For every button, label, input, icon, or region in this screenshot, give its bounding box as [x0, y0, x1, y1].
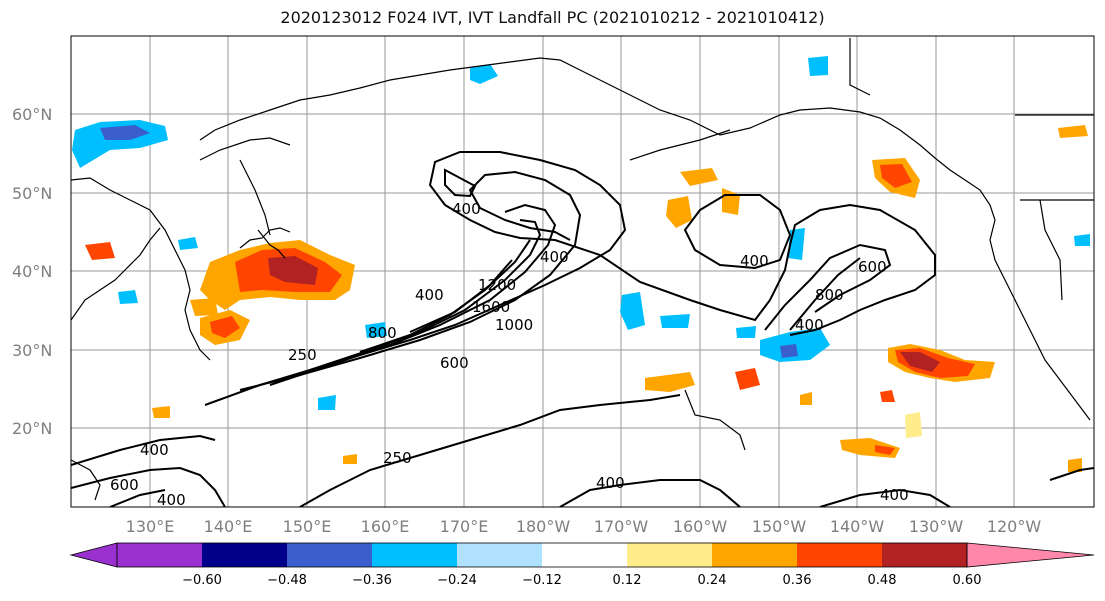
colorbar-bin — [117, 543, 202, 567]
contour-label: 1000 — [495, 316, 533, 334]
colorbar: −0.60 −0.48 −0.36 −0.24 −0.12 0.12 0.24 … — [69, 542, 1095, 588]
contour-label: 400 — [740, 252, 769, 270]
lon-label: 140°W — [830, 517, 885, 536]
ivt-pc-fill — [72, 56, 1090, 472]
coastlines — [71, 38, 1094, 501]
longitude-labels: 130°E 140°E 150°E 160°E 170°E 180°W 170°… — [126, 517, 1042, 536]
lon-label: 150°W — [752, 517, 807, 536]
contour-label: 600 — [110, 476, 139, 494]
lon-label: 160°E — [361, 517, 410, 536]
contour-label: 400 — [415, 286, 444, 304]
colorbar-tick-label: 0.24 — [698, 573, 727, 588]
lat-label: 40°N — [12, 262, 52, 281]
lon-label: 160°W — [673, 517, 728, 536]
lat-label: 60°N — [12, 105, 52, 124]
contour-label: 250 — [383, 449, 412, 467]
colorbar-bin — [882, 543, 967, 567]
lon-label: 140°E — [204, 517, 253, 536]
colorbar-ticks: −0.60 −0.48 −0.36 −0.24 −0.12 0.12 0.24 … — [182, 573, 981, 588]
colorbar-extend-min — [69, 542, 118, 568]
colorbar-bin — [627, 543, 712, 567]
colorbar-tick-label: 0.12 — [613, 573, 642, 588]
lon-label: 150°E — [283, 517, 332, 536]
colorbar-tick-label: 0.60 — [953, 573, 982, 588]
plot-frame — [70, 35, 1095, 508]
colorbar-tick-label: −0.24 — [437, 573, 477, 588]
colorbar-bin — [372, 543, 457, 567]
contour-label: 400 — [452, 200, 481, 218]
contour-label: 800 — [815, 286, 844, 304]
colorbar-tick-label: 0.36 — [783, 573, 812, 588]
colorbar-bin — [202, 543, 287, 567]
colorbar-bin — [287, 543, 372, 567]
contour-label: 400 — [157, 491, 186, 509]
colorbar-outline — [116, 542, 968, 568]
contour-label: 600 — [440, 354, 469, 372]
contour-label: 400 — [880, 486, 909, 504]
ivt-contours — [71, 151, 1094, 507]
contour-label: 400 — [540, 248, 569, 266]
colorbar-extend-max — [966, 542, 1095, 568]
contour-label: 400 — [795, 316, 824, 334]
lat-label: 20°N — [12, 419, 52, 438]
colorbar-tick-label: −0.36 — [352, 573, 392, 588]
lon-label: 130°W — [909, 517, 964, 536]
colorbar-tick-label: −0.48 — [267, 573, 307, 588]
lon-label: 170°W — [594, 517, 649, 536]
colorbar-tick-label: −0.12 — [522, 573, 562, 588]
lon-label: 120°W — [987, 517, 1042, 536]
colorbar-bin — [712, 543, 797, 567]
lat-label: 30°N — [12, 341, 52, 360]
contour-label-group: 400 400 400 400 600 800 1000 1200 1600 2… — [110, 200, 909, 509]
colorbar-tick-label: −0.60 — [182, 573, 222, 588]
lon-label: 170°E — [440, 517, 489, 536]
lon-label: 130°E — [126, 517, 175, 536]
colorbar-bin — [542, 543, 627, 567]
latitude-labels: 60°N 50°N 40°N 30°N 20°N — [12, 105, 52, 438]
contour-label: 1200 — [478, 276, 516, 294]
contour-label: 600 — [858, 258, 887, 276]
contour-label: 800 — [368, 324, 397, 342]
map-title: 2020123012 F024 IVT, IVT Landfall PC (20… — [280, 8, 825, 27]
contour-label: 250 — [288, 346, 317, 364]
lat-label: 50°N — [12, 184, 52, 203]
colorbar-tick-label: 0.48 — [868, 573, 897, 588]
lon-label: 180°W — [516, 517, 571, 536]
contour-label: 1600 — [472, 298, 510, 316]
colorbar-bin — [797, 543, 882, 567]
colorbar-bin — [457, 543, 542, 567]
contour-label: 400 — [140, 441, 169, 459]
contour-label: 400 — [596, 474, 625, 492]
